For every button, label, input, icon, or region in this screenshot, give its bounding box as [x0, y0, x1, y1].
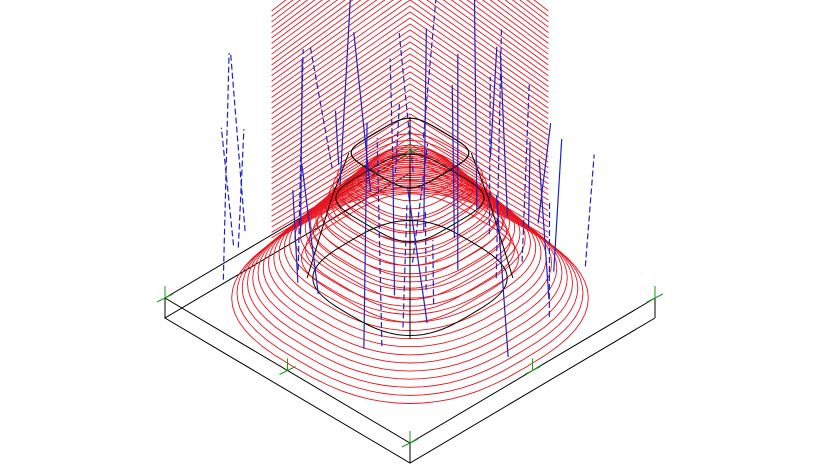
rapid-move — [394, 102, 401, 173]
wall-pass — [271, 71, 549, 163]
axis-markers — [156, 141, 664, 448]
rapid-move — [392, 164, 396, 296]
wall-pass — [271, 35, 549, 131]
rapid-move — [488, 76, 491, 235]
wall-pass — [271, 65, 549, 158]
contour-loop — [332, 140, 488, 232]
rapid-move — [237, 129, 245, 248]
wall-pass — [271, 11, 549, 109]
wall-pass — [271, 5, 549, 104]
contour-loop — [320, 159, 500, 267]
wall-pass — [271, 0, 549, 77]
rapid-move — [398, 33, 414, 173]
rapid-move — [363, 122, 368, 349]
contour-loop — [236, 190, 584, 396]
rapid-move — [309, 45, 333, 169]
rapid-move — [334, 110, 340, 165]
rapid-move — [584, 154, 595, 267]
rapid-move — [339, 0, 351, 186]
wall-pass — [271, 0, 549, 44]
contour-loop — [346, 150, 474, 226]
contour-loop — [257, 182, 563, 364]
wall-pass — [271, 89, 549, 179]
wall-pass — [271, 17, 549, 114]
rapid-move — [424, 209, 427, 291]
rapid-move — [537, 123, 552, 224]
wall-pass — [271, 0, 549, 87]
wall-pass — [271, 0, 549, 23]
wall-pass — [271, 113, 549, 201]
contour-loop — [328, 146, 492, 244]
rapid-move — [406, 186, 428, 324]
contour-loop — [336, 133, 484, 221]
wall-pass — [271, 0, 549, 50]
contour-loop — [308, 180, 512, 300]
wall-pass — [271, 0, 549, 17]
contour-loop — [252, 184, 568, 372]
rapid-move — [473, 0, 478, 210]
contour-loop — [324, 153, 496, 255]
rapid-move — [538, 159, 550, 300]
rapid-move — [422, 0, 437, 139]
rapid-move — [521, 83, 530, 262]
core-edge — [306, 152, 350, 279]
rapid-move — [292, 189, 299, 283]
contour-loop — [301, 193, 519, 323]
wall-pass — [271, 0, 549, 71]
contour-loop — [352, 148, 468, 218]
wall-pass — [271, 0, 549, 98]
rapid-move — [222, 53, 230, 280]
rapid-move — [229, 52, 246, 232]
rapid-move — [402, 205, 408, 328]
rapid-move — [297, 49, 304, 271]
core-top-face — [350, 117, 470, 189]
rapid-move — [376, 137, 383, 347]
rapid-move — [432, 240, 435, 305]
rapid-move — [389, 58, 394, 162]
wall-pass — [271, 107, 549, 195]
contour-loop — [320, 160, 500, 266]
rapid-move — [423, 28, 427, 231]
wall-pass — [271, 77, 549, 168]
wall-pass — [271, 101, 549, 190]
rapid-move — [301, 164, 319, 294]
stock-bottom-edges — [164, 172, 656, 464]
contour-loop — [273, 176, 547, 340]
core-base — [312, 219, 508, 337]
wall-pass — [271, 0, 549, 82]
rapid-move — [553, 139, 563, 272]
wall-pass — [271, 0, 549, 39]
rapid-move — [353, 32, 372, 193]
wall-pass — [271, 0, 549, 66]
wall-pass — [271, 0, 549, 33]
rapid-move — [220, 127, 235, 246]
wall-pass — [271, 95, 549, 185]
wall-pass — [271, 0, 549, 93]
wall-pass — [271, 53, 549, 147]
rapid-move — [489, 46, 498, 158]
wall-pass — [271, 83, 549, 174]
core-edge — [470, 152, 514, 279]
rapid-move — [499, 52, 509, 217]
rapid-move — [451, 84, 455, 238]
rapid-move — [527, 141, 531, 228]
wall-pass — [271, 0, 549, 60]
contour-loop — [289, 171, 531, 315]
wall-pass — [271, 59, 549, 152]
rapid-move — [495, 195, 509, 358]
wall-pass — [271, 29, 549, 125]
wall-pass — [271, 0, 549, 55]
rapid-move-lines — [220, 0, 595, 358]
